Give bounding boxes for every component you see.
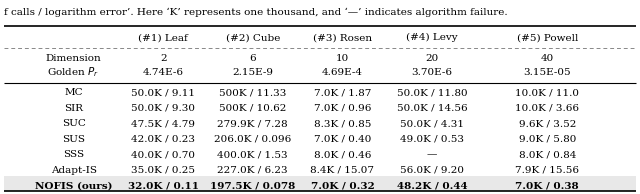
Text: 40: 40	[541, 54, 554, 63]
Text: 9.6K / 3.52: 9.6K / 3.52	[518, 119, 576, 128]
Text: 7.0K / 0.40: 7.0K / 0.40	[314, 135, 371, 144]
Text: 50.0K / 9.30: 50.0K / 9.30	[131, 104, 195, 113]
Bar	[4, 176, 636, 191]
Text: 47.5K / 4.79: 47.5K / 4.79	[131, 119, 195, 128]
Text: (#5) Powell: (#5) Powell	[516, 33, 578, 42]
Text: 227.0K / 6.23: 227.0K / 6.23	[218, 166, 288, 175]
Text: 197.5K / 0.078: 197.5K / 0.078	[210, 181, 296, 190]
Text: (#1) Leaf: (#1) Leaf	[138, 33, 188, 42]
Text: —: —	[427, 150, 437, 159]
Text: Adapt-IS: Adapt-IS	[51, 166, 97, 175]
Text: 8.3K / 0.85: 8.3K / 0.85	[314, 119, 371, 128]
Text: 8.4K / 15.07: 8.4K / 15.07	[310, 166, 374, 175]
Text: 20: 20	[426, 54, 438, 63]
Text: 500K / 10.62: 500K / 10.62	[219, 104, 287, 113]
Text: MC: MC	[64, 88, 83, 97]
Text: 10.0K / 3.66: 10.0K / 3.66	[515, 104, 579, 113]
Text: NOFIS (ours): NOFIS (ours)	[35, 181, 113, 190]
Text: 7.0K / 0.32: 7.0K / 0.32	[310, 181, 374, 190]
Text: 9.0K / 5.80: 9.0K / 5.80	[518, 135, 576, 144]
Text: 279.9K / 7.28: 279.9K / 7.28	[218, 119, 288, 128]
Text: SSS: SSS	[63, 150, 84, 159]
Text: (#3) Rosen: (#3) Rosen	[313, 33, 372, 42]
Text: 49.0K / 0.53: 49.0K / 0.53	[400, 135, 464, 144]
Text: 7.9K / 15.56: 7.9K / 15.56	[515, 166, 579, 175]
Text: 400.0K / 1.53: 400.0K / 1.53	[218, 150, 288, 159]
Text: 206.0K / 0.096: 206.0K / 0.096	[214, 135, 291, 144]
Text: 500K / 11.33: 500K / 11.33	[219, 88, 287, 97]
Text: SUS: SUS	[62, 135, 85, 144]
Text: 7.0K / 1.87: 7.0K / 1.87	[314, 88, 371, 97]
Text: f calls / logarithm error’. Here ‘K’ represents one thousand, and ‘—’ indicates : f calls / logarithm error’. Here ‘K’ rep…	[4, 7, 508, 17]
Text: 50.0K / 4.31: 50.0K / 4.31	[400, 119, 464, 128]
Text: 10.0K / 11.0: 10.0K / 11.0	[515, 88, 579, 97]
Text: Dimension: Dimension	[45, 54, 102, 63]
Text: 50.0K / 14.56: 50.0K / 14.56	[397, 104, 467, 113]
Text: 42.0K / 0.23: 42.0K / 0.23	[131, 135, 195, 144]
Text: 4.74E-6: 4.74E-6	[143, 68, 184, 77]
Text: 7.0K / 0.96: 7.0K / 0.96	[314, 104, 371, 113]
Text: 50.0K / 11.80: 50.0K / 11.80	[397, 88, 467, 97]
Text: SIR: SIR	[64, 104, 83, 113]
Text: 35.0K / 0.25: 35.0K / 0.25	[131, 166, 195, 175]
Text: 3.70E-6: 3.70E-6	[412, 68, 452, 77]
Text: 7.0K / 0.38: 7.0K / 0.38	[515, 181, 579, 190]
Text: 2.15E-9: 2.15E-9	[232, 68, 273, 77]
Text: 2: 2	[160, 54, 166, 63]
Text: (#4) Levy: (#4) Levy	[406, 33, 458, 42]
Text: 6: 6	[250, 54, 256, 63]
Text: 48.2K / 0.44: 48.2K / 0.44	[397, 181, 467, 190]
Text: 32.0K / 0.11: 32.0K / 0.11	[128, 181, 198, 190]
Text: 10: 10	[336, 54, 349, 63]
Text: (#2) Cube: (#2) Cube	[226, 33, 280, 42]
Text: 4.69E-4: 4.69E-4	[322, 68, 363, 77]
Text: 8.0K / 0.84: 8.0K / 0.84	[518, 150, 576, 159]
Text: Golden $P_r$: Golden $P_r$	[47, 66, 100, 79]
Text: 50.0K / 9.11: 50.0K / 9.11	[131, 88, 195, 97]
Text: SUC: SUC	[61, 119, 86, 128]
Text: 56.0K / 9.20: 56.0K / 9.20	[400, 166, 464, 175]
Text: 3.15E-05: 3.15E-05	[524, 68, 571, 77]
Text: 8.0K / 0.46: 8.0K / 0.46	[314, 150, 371, 159]
Text: 40.0K / 0.70: 40.0K / 0.70	[131, 150, 195, 159]
